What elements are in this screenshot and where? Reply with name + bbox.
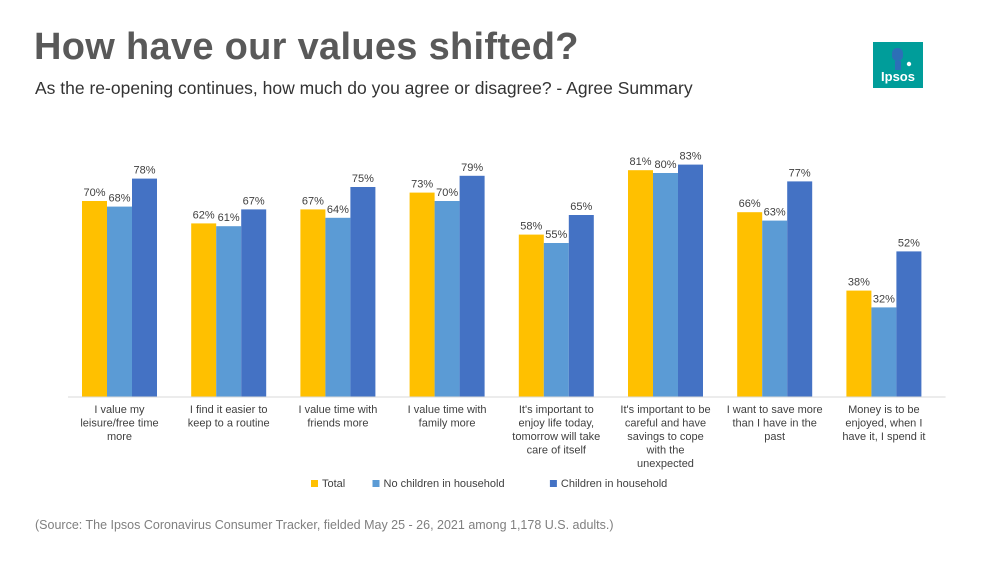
bar-no-children-in-household-5 (543, 243, 569, 397)
category-label-5: tomorrow will take (512, 431, 600, 443)
category-label-5: enjoy life today, (518, 418, 594, 430)
bar-no-children-in-household-8 (871, 307, 897, 397)
data-label-total-2: 62% (193, 209, 215, 221)
category-label-4: I value time with (408, 404, 487, 416)
data-label-children-in-household-2: 67% (243, 195, 265, 207)
data-label-no-children-in-household-6: 80% (654, 159, 676, 171)
bar-children-in-household-2 (241, 209, 267, 397)
bar-total-7 (737, 212, 763, 397)
category-label-2: I find it easier to (190, 404, 268, 416)
category-label-6: with the (646, 445, 685, 457)
bar-children-in-household-4 (459, 175, 485, 397)
category-label-5: It's important to (519, 404, 594, 416)
data-label-no-children-in-household-1: 68% (108, 193, 130, 205)
category-label-6: careful and have (625, 418, 706, 430)
category-label-8: Money is to be (848, 404, 920, 416)
bar-no-children-in-household-6 (653, 173, 678, 397)
category-label-6: unexpected (637, 458, 694, 470)
bar-no-children-in-household-3 (325, 217, 351, 397)
logo-text: Ipsos (881, 69, 915, 84)
bar-no-children-in-household-7 (762, 220, 788, 397)
data-labels-layer: 70% 68%78%62% 61%67% 67%64%75% 73%70%79%58%5… (83, 151, 920, 306)
data-label-children-in-household-5: 65% (570, 201, 592, 213)
bars-layer (82, 164, 922, 397)
bar-children-in-household-8 (896, 251, 922, 397)
bar-total-2 (191, 223, 217, 397)
data-label-no-children-in-household-3: 64% (327, 204, 349, 216)
legend-label-children-in-household: Children in household (561, 478, 667, 490)
category-label-8: enjoyed, when I (845, 418, 922, 430)
bar-total-1 (82, 201, 107, 397)
bar-total-4 (409, 192, 435, 397)
legend-swatch-total (311, 480, 318, 487)
category-label-8: have it, I spend it (842, 431, 925, 443)
bar-no-children-in-household-2 (216, 226, 242, 397)
data-label-total-7: 66% (739, 198, 761, 210)
data-label-total-5: 58% (520, 221, 542, 233)
legend-swatch-children-in-household (549, 480, 557, 487)
data-label-children-in-household-3: 75% (352, 173, 374, 185)
category-label-3: friends more (307, 418, 368, 430)
logo-mark-icon (892, 48, 912, 70)
data-label-no-children-in-household-4: 70% (436, 187, 458, 199)
bar-total-3 (300, 209, 326, 397)
legend-label-total: Total (322, 478, 345, 490)
bar-no-children-in-household-1 (107, 206, 132, 397)
page-subtitle: As the re-opening continues, how much do… (35, 78, 693, 98)
bar-no-children-in-household-4 (434, 201, 460, 397)
data-label-no-children-in-household-7: 63% (764, 207, 786, 219)
bar-total-8 (846, 290, 872, 397)
data-label-no-children-in-household-5: 55% (545, 229, 567, 241)
category-label-1: leisure/free time (80, 418, 158, 430)
legend-label-no-children-in-household: No children in household (384, 478, 505, 490)
legend: Total No children in household Children in… (311, 478, 667, 490)
page-title: How have our values shifted? (34, 26, 579, 68)
bar-children-in-household-5 (568, 215, 594, 397)
data-label-children-in-household-6: 83% (679, 151, 701, 163)
data-label-total-4: 73% (411, 179, 433, 191)
category-label-7: than I have in the (732, 418, 816, 430)
category-label-6: savings to cope (627, 431, 703, 443)
source-note: (Source: The Ipsos Coronavirus Consumer … (35, 518, 614, 532)
data-label-children-in-household-4: 79% (461, 162, 483, 174)
category-label-3: I value time with (298, 404, 377, 416)
category-label-1: more (107, 431, 132, 443)
data-label-children-in-household-7: 77% (789, 167, 811, 179)
bar-children-in-household-3 (350, 187, 376, 397)
category-label-5: care of itself (527, 445, 587, 457)
data-label-total-8: 38% (848, 277, 870, 289)
data-label-children-in-household-1: 78% (133, 165, 155, 177)
bar-children-in-household-1 (132, 178, 157, 397)
data-label-no-children-in-household-2: 61% (218, 212, 240, 224)
category-label-6: It's important to be (620, 404, 710, 416)
category-label-1: I value my (94, 404, 145, 416)
bar-total-5 (518, 234, 544, 397)
ipsos-logo: Ipsos (873, 42, 923, 88)
category-label-7: past (764, 431, 785, 443)
legend-swatch-no-children-in-household (372, 480, 380, 487)
bar-chart: 70% 68%78%62% 61%67% 67%64%75% 73%70%79%58%5… (68, 151, 946, 490)
data-label-total-6: 81% (629, 156, 651, 168)
data-label-children-in-household-8: 52% (898, 237, 920, 249)
data-label-no-children-in-household-8: 32% (873, 293, 895, 305)
bar-children-in-household-6 (678, 164, 703, 397)
bar-children-in-household-7 (787, 181, 813, 397)
category-label-4: family more (419, 418, 476, 430)
data-label-total-3: 67% (302, 195, 324, 207)
data-label-total-1: 70% (83, 187, 105, 199)
bar-total-6 (628, 170, 653, 397)
category-label-2: keep to a routine (188, 418, 270, 430)
category-label-7: I want to save more (727, 404, 823, 416)
